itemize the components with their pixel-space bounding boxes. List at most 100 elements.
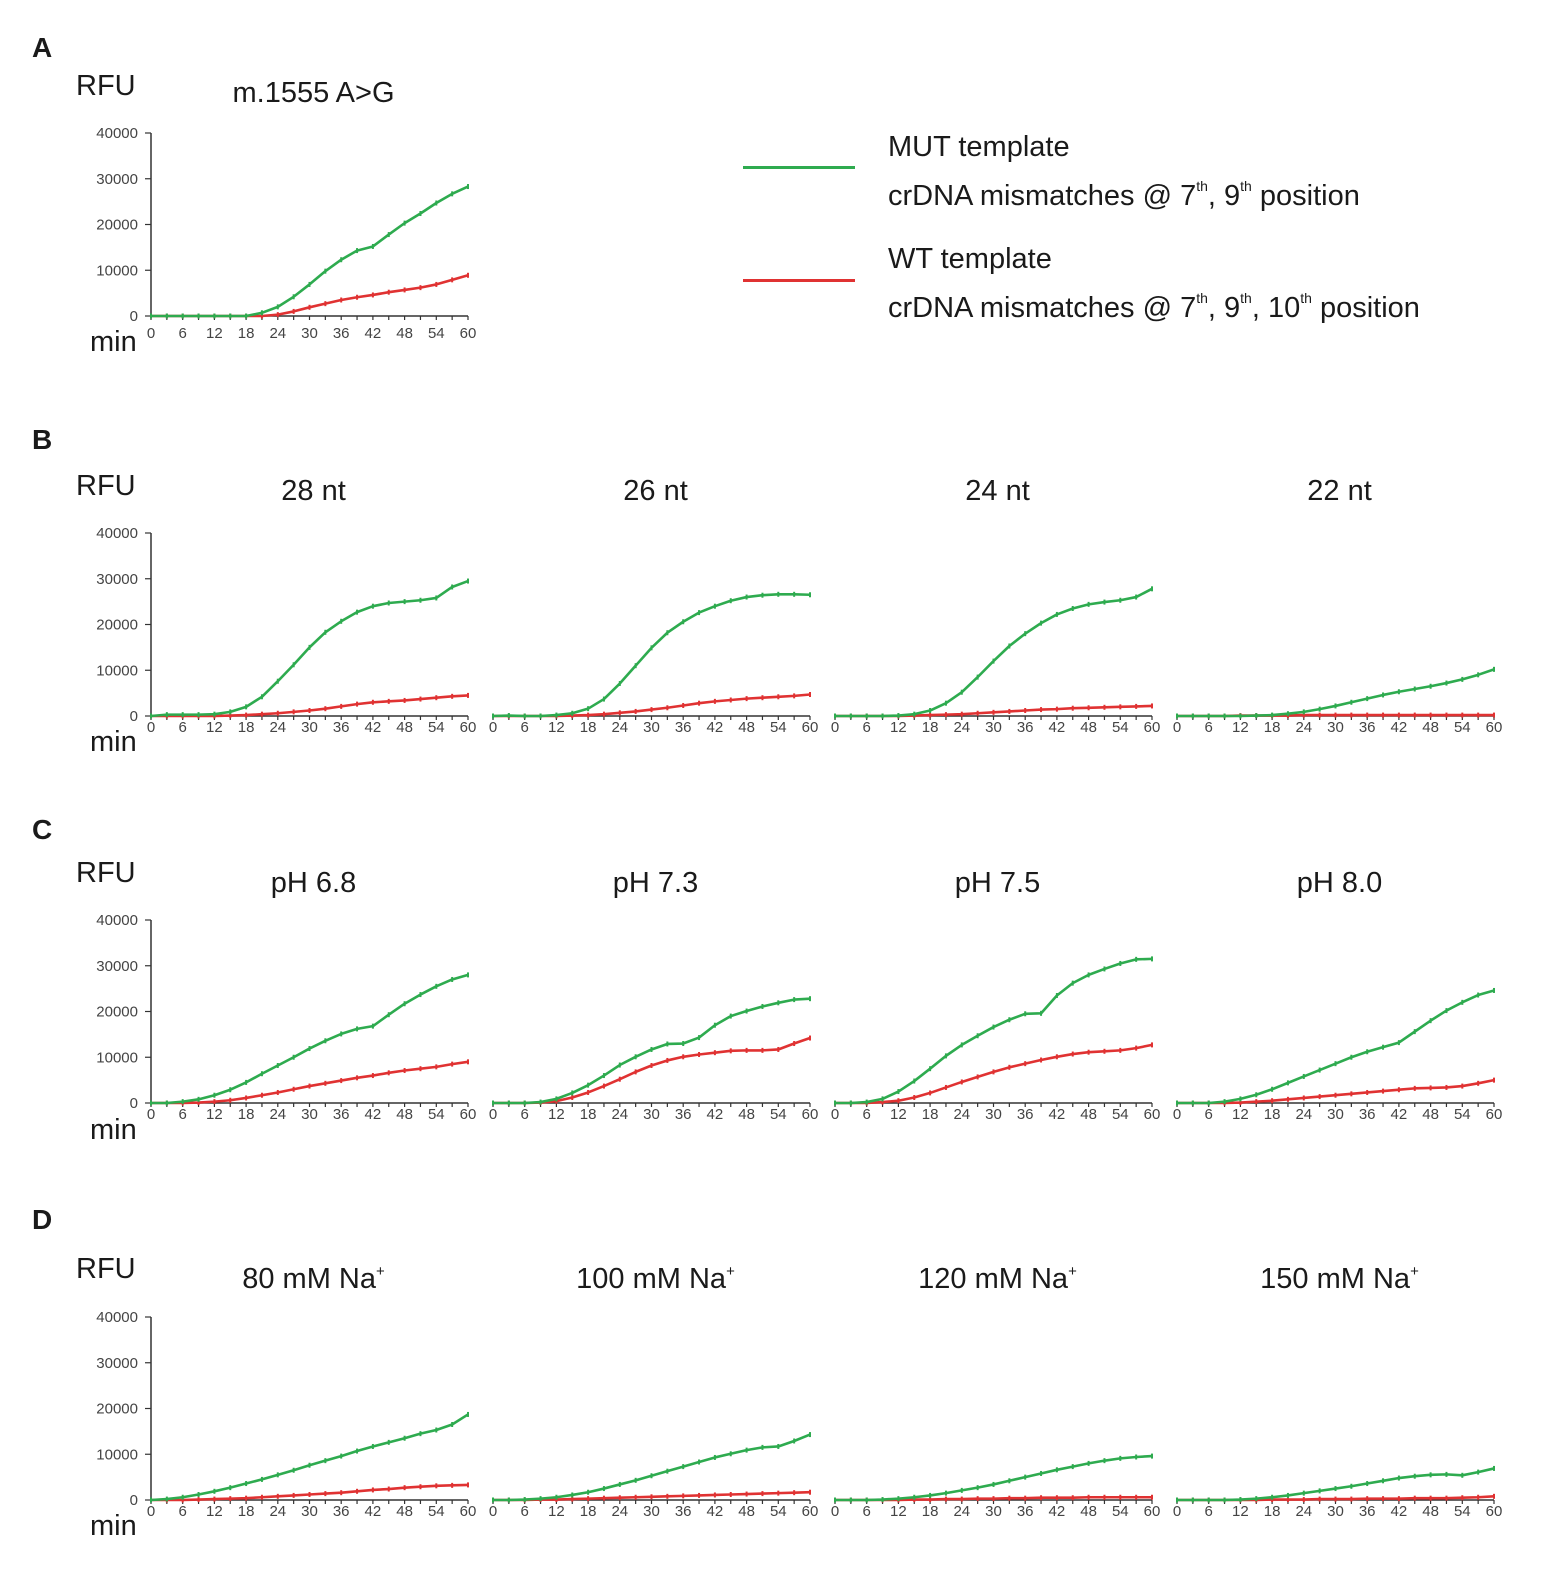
x-tick-label: 12 bbox=[548, 1106, 565, 1123]
x-tick-label: 18 bbox=[580, 1503, 597, 1520]
x-tick-label: 54 bbox=[1112, 1106, 1129, 1123]
x-tick-label: 12 bbox=[206, 325, 223, 342]
panel-label-b: B bbox=[32, 424, 53, 455]
x-tick-label: 48 bbox=[396, 719, 413, 736]
series-line-mut bbox=[1177, 668, 1495, 718]
x-tick-label: 24 bbox=[269, 1503, 286, 1520]
x-tick-label: 48 bbox=[396, 325, 413, 342]
series-line-mut bbox=[835, 587, 1153, 718]
y-tick-label: 10000 bbox=[96, 262, 138, 279]
x-tick-label: 48 bbox=[1422, 719, 1439, 736]
x-tick-label: 36 bbox=[1017, 1503, 1034, 1520]
y-tick-label: 10000 bbox=[96, 662, 138, 679]
chart-title-superscript: + bbox=[726, 1263, 735, 1280]
x-tick-label: 30 bbox=[301, 719, 318, 736]
x-tick-label: 12 bbox=[1232, 1503, 1249, 1520]
x-tick-label: 36 bbox=[333, 1503, 350, 1520]
x-tick-label: 42 bbox=[365, 1503, 382, 1520]
x-tick-label: 18 bbox=[922, 1106, 939, 1123]
y-tick-label: 0 bbox=[130, 1095, 138, 1112]
x-tick-label: 54 bbox=[770, 719, 787, 736]
chart-title: 24 nt bbox=[965, 475, 1030, 507]
y-tick-label: 30000 bbox=[96, 171, 138, 188]
chart-b-2: 26 nt 0 6 12 18 24 30 36 42 48 54 60 bbox=[489, 475, 819, 736]
x-tick-label: 24 bbox=[269, 719, 286, 736]
x-tick-label: 30 bbox=[1327, 1106, 1344, 1123]
x-tick-label: 24 bbox=[269, 1106, 286, 1123]
x-tick-label: 42 bbox=[365, 1106, 382, 1123]
x-tick-label: 42 bbox=[1391, 719, 1408, 736]
x-tick-label: 42 bbox=[1049, 1106, 1066, 1123]
x-tick-label: 18 bbox=[922, 1503, 939, 1520]
x-tick-label: 18 bbox=[1264, 1503, 1281, 1520]
x-tick-label: 0 bbox=[1173, 1503, 1181, 1520]
x-axis-unit-d: min bbox=[90, 1510, 137, 1542]
x-tick-label: 12 bbox=[548, 1503, 565, 1520]
x-tick-label: 30 bbox=[643, 1106, 660, 1123]
x-tick-label: 0 bbox=[1173, 719, 1181, 736]
x-tick-label: 6 bbox=[179, 325, 187, 342]
x-tick-label: 6 bbox=[521, 1106, 529, 1123]
x-tick-label: 12 bbox=[548, 719, 565, 736]
x-tick-label: 0 bbox=[1173, 1106, 1181, 1123]
x-tick-label: 42 bbox=[1049, 1503, 1066, 1520]
y-tick-label: 40000 bbox=[96, 912, 138, 929]
x-tick-label: 36 bbox=[333, 1106, 350, 1123]
y-tick-label: 30000 bbox=[96, 1355, 138, 1372]
x-tick-label: 42 bbox=[365, 719, 382, 736]
x-tick-label: 0 bbox=[831, 719, 839, 736]
x-tick-label: 24 bbox=[1295, 1503, 1312, 1520]
x-tick-label: 12 bbox=[206, 719, 223, 736]
x-tick-label: 12 bbox=[890, 719, 907, 736]
legend-wt-line1: WT template bbox=[888, 243, 1052, 275]
x-tick-label: 42 bbox=[707, 1106, 724, 1123]
x-tick-label: 24 bbox=[269, 325, 286, 342]
chart-title: 150 mM Na+ bbox=[1260, 1263, 1419, 1295]
x-tick-label: 24 bbox=[611, 719, 628, 736]
x-tick-label: 0 bbox=[831, 1106, 839, 1123]
x-tick-label: 0 bbox=[147, 1106, 155, 1123]
x-tick-label: 30 bbox=[985, 1106, 1002, 1123]
x-tick-label: 0 bbox=[489, 1503, 497, 1520]
x-tick-label: 54 bbox=[770, 1503, 787, 1520]
x-tick-label: 30 bbox=[985, 719, 1002, 736]
x-tick-label: 54 bbox=[1454, 719, 1471, 736]
x-tick-label: 12 bbox=[206, 1503, 223, 1520]
x-tick-label: 60 bbox=[1144, 1503, 1161, 1520]
legend-mut-line2: crDNA mismatches @ 7th, 9th position bbox=[888, 178, 1360, 212]
x-tick-label: 30 bbox=[643, 719, 660, 736]
x-axis-unit-c: min bbox=[90, 1114, 137, 1146]
x-tick-label: 36 bbox=[1359, 1503, 1376, 1520]
y-axis-label-d: RFU bbox=[76, 1253, 136, 1285]
chart-title: 22 nt bbox=[1307, 475, 1372, 507]
panel-label-a: A bbox=[32, 32, 53, 63]
x-tick-label: 54 bbox=[770, 1106, 787, 1123]
x-tick-label: 30 bbox=[1327, 1503, 1344, 1520]
x-tick-label: 36 bbox=[675, 719, 692, 736]
x-tick-label: 36 bbox=[675, 1503, 692, 1520]
x-tick-label: 36 bbox=[1017, 1106, 1034, 1123]
y-tick-label: 20000 bbox=[96, 217, 138, 234]
legend-label-mut: MUT template crDNA mismatches @ 7th, 9th… bbox=[888, 128, 1360, 216]
y-tick-label: 10000 bbox=[96, 1446, 138, 1463]
x-tick-label: 60 bbox=[802, 719, 819, 736]
x-tick-label: 60 bbox=[460, 325, 477, 342]
x-tick-label: 0 bbox=[489, 719, 497, 736]
x-tick-label: 6 bbox=[1205, 719, 1213, 736]
x-tick-label: 0 bbox=[147, 719, 155, 736]
panel-label-d: D bbox=[32, 1204, 53, 1235]
x-tick-label: 48 bbox=[1080, 1503, 1097, 1520]
x-tick-label: 36 bbox=[333, 325, 350, 342]
x-tick-label: 18 bbox=[580, 1106, 597, 1123]
x-tick-label: 60 bbox=[460, 719, 477, 736]
legend-mut-line1: MUT template bbox=[888, 131, 1070, 163]
x-tick-label: 48 bbox=[738, 1503, 755, 1520]
y-tick-label: 40000 bbox=[96, 125, 138, 142]
chart-c-1: pH 6.8 0 6 12 18 24 30 36 42 48 54 60 40000 30000 2000… bbox=[96, 867, 476, 1123]
x-tick-label: 60 bbox=[460, 1503, 477, 1520]
x-tick-label: 48 bbox=[738, 1106, 755, 1123]
x-tick-label: 0 bbox=[147, 325, 155, 342]
legend-label-wt: WT template crDNA mismatches @ 7th, 9th,… bbox=[888, 240, 1420, 328]
x-tick-label: 30 bbox=[643, 1503, 660, 1520]
